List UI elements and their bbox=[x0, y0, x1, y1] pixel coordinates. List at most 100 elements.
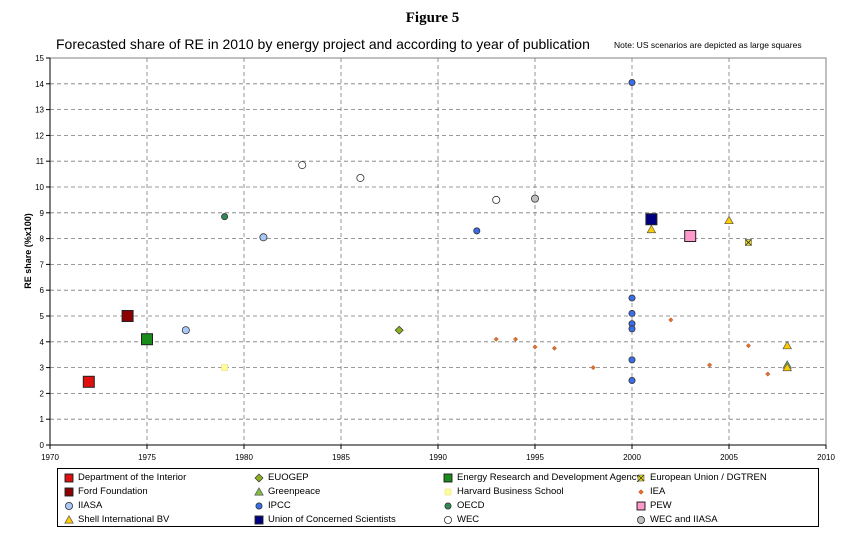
legend-label: EUOGEP bbox=[268, 472, 309, 483]
legend-marker bbox=[444, 488, 452, 495]
legend-marker-shape bbox=[636, 501, 646, 510]
legend-item: Ford Foundation bbox=[64, 485, 148, 498]
legend-marker-shape bbox=[254, 473, 264, 482]
x-tick-label: 1995 bbox=[526, 453, 544, 462]
legend-label: Ford Foundation bbox=[78, 486, 148, 497]
y-tick-label: 12 bbox=[35, 131, 44, 140]
legend-item: WEC and IIASA bbox=[636, 513, 718, 526]
data-points bbox=[82, 79, 793, 388]
legend-marker-shape bbox=[444, 515, 452, 524]
x-tick-label: 2005 bbox=[720, 453, 738, 462]
data-point bbox=[82, 375, 95, 388]
legend: Department of the Interior EUOGEP Energy R… bbox=[57, 468, 819, 527]
data-point bbox=[394, 325, 404, 335]
legend-marker bbox=[255, 502, 263, 509]
legend-item: Energy Research and Development Agency bbox=[443, 471, 641, 484]
y-tick-label: 2 bbox=[40, 389, 45, 398]
x-tick-label: 1975 bbox=[138, 453, 156, 462]
data-point bbox=[492, 195, 501, 204]
figure-label: Figure 5 bbox=[405, 10, 460, 26]
legend-marker-shape bbox=[64, 487, 74, 496]
legend-label: Union of Concerned Scientists bbox=[268, 514, 396, 525]
data-point bbox=[645, 213, 658, 226]
data-point bbox=[121, 310, 134, 322]
y-tick-label: 6 bbox=[40, 286, 45, 295]
x-tick-label: 1980 bbox=[235, 453, 253, 462]
legend-item: IIASA bbox=[64, 499, 102, 512]
y-tick-label: 7 bbox=[40, 260, 45, 269]
data-point bbox=[473, 227, 481, 235]
legend-label: Greenpeace bbox=[268, 486, 321, 497]
data-point bbox=[745, 239, 752, 246]
legend-marker bbox=[637, 474, 645, 481]
y-tick-label: 11 bbox=[36, 157, 45, 166]
data-point bbox=[628, 376, 636, 384]
data-point bbox=[668, 317, 674, 323]
legend-label: Energy Research and Development Agency bbox=[457, 472, 642, 483]
data-point bbox=[356, 173, 365, 182]
legend-marker bbox=[65, 501, 73, 510]
data-point bbox=[493, 336, 499, 342]
x-tick-label: 2000 bbox=[623, 453, 641, 462]
legend-marker bbox=[444, 502, 452, 509]
legend-marker bbox=[254, 515, 264, 524]
data-point bbox=[765, 371, 771, 377]
legend-item: PEW bbox=[636, 499, 672, 512]
legend-marker bbox=[443, 473, 453, 482]
legend-item: IEA bbox=[636, 485, 665, 498]
legend-marker bbox=[64, 514, 74, 523]
y-tick-label: 15 bbox=[35, 54, 44, 63]
legend-label: Harvard Business School bbox=[457, 486, 564, 497]
data-point bbox=[745, 343, 751, 349]
data-point bbox=[782, 340, 793, 350]
legend-marker-shape bbox=[444, 502, 452, 509]
legend-label: IEA bbox=[650, 486, 666, 497]
legend-label: OECD bbox=[457, 500, 485, 511]
data-point bbox=[646, 224, 657, 234]
legend-marker bbox=[254, 486, 264, 495]
legend-label: IIASA bbox=[78, 500, 103, 511]
data-point bbox=[532, 344, 538, 350]
data-point bbox=[628, 294, 636, 302]
axes bbox=[46, 57, 827, 449]
legend-marker bbox=[444, 515, 452, 524]
y-tick-label: 8 bbox=[40, 235, 45, 244]
data-point bbox=[221, 213, 229, 221]
y-tick-label: 5 bbox=[40, 312, 45, 321]
legend-marker-shape bbox=[637, 474, 645, 481]
legend-label: WEC bbox=[457, 514, 480, 525]
legend-item: IPCC bbox=[254, 499, 291, 512]
gridlines bbox=[50, 58, 826, 445]
data-point bbox=[531, 194, 540, 203]
legend-marker-shape bbox=[444, 488, 452, 495]
legend-marker-shape bbox=[255, 502, 263, 509]
legend-marker bbox=[64, 487, 74, 496]
legend-label: European Union / DGTREN bbox=[650, 472, 767, 483]
data-point bbox=[590, 365, 596, 371]
y-tick-label: 3 bbox=[40, 364, 45, 373]
legend-marker-shape bbox=[254, 515, 264, 524]
data-point bbox=[628, 79, 636, 87]
data-point bbox=[513, 336, 519, 342]
y-tick-label: 13 bbox=[35, 106, 44, 115]
y-tick-label: 4 bbox=[40, 338, 45, 347]
data-point bbox=[551, 345, 557, 351]
legend-marker-shape bbox=[64, 514, 74, 523]
y-tick-label: 14 bbox=[35, 80, 44, 89]
legend-marker bbox=[638, 488, 644, 495]
y-tick-label: 0 bbox=[40, 441, 45, 450]
legend-label: IPCC bbox=[268, 500, 291, 511]
x-tick-label: 1970 bbox=[41, 453, 59, 462]
x-tick-label: 2010 bbox=[817, 453, 835, 462]
data-point bbox=[782, 362, 793, 372]
legend-label: WEC and IIASA bbox=[650, 514, 718, 525]
legend-marker-shape bbox=[638, 488, 644, 495]
data-point bbox=[181, 326, 190, 335]
legend-label: Shell International BV bbox=[78, 514, 170, 525]
legend-marker-shape bbox=[254, 486, 264, 495]
legend-marker bbox=[64, 473, 74, 482]
legend-label: PEW bbox=[650, 500, 672, 511]
legend-marker-shape bbox=[64, 473, 74, 482]
